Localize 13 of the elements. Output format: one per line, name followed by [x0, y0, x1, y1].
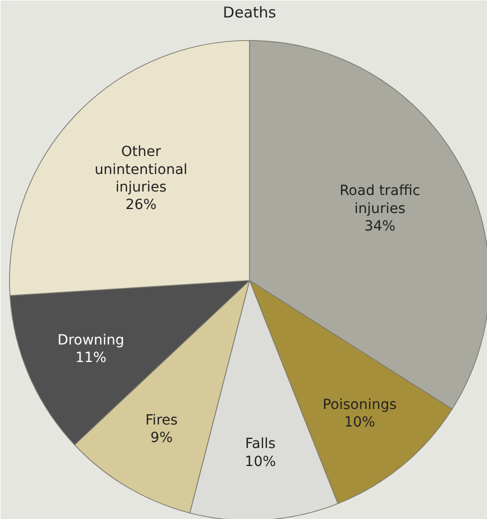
data-label: 9% [150, 430, 173, 446]
data-label: 26% [125, 197, 157, 214]
slice-label: Road traffic injuries [340, 183, 420, 217]
data-label: 10% [244, 454, 276, 470]
slice-label: Falls [245, 436, 276, 452]
slice-label: Poisonings [322, 396, 397, 413]
slice-label: Drowning [58, 332, 124, 348]
data-label: 34% [364, 218, 396, 234]
data-label: 10% [344, 414, 376, 430]
chart-title: Deaths [222, 4, 276, 22]
slice-label: Other unintentional injuries [94, 144, 188, 196]
data-label: 11% [75, 350, 106, 366]
slice-label: Fires [145, 412, 178, 428]
